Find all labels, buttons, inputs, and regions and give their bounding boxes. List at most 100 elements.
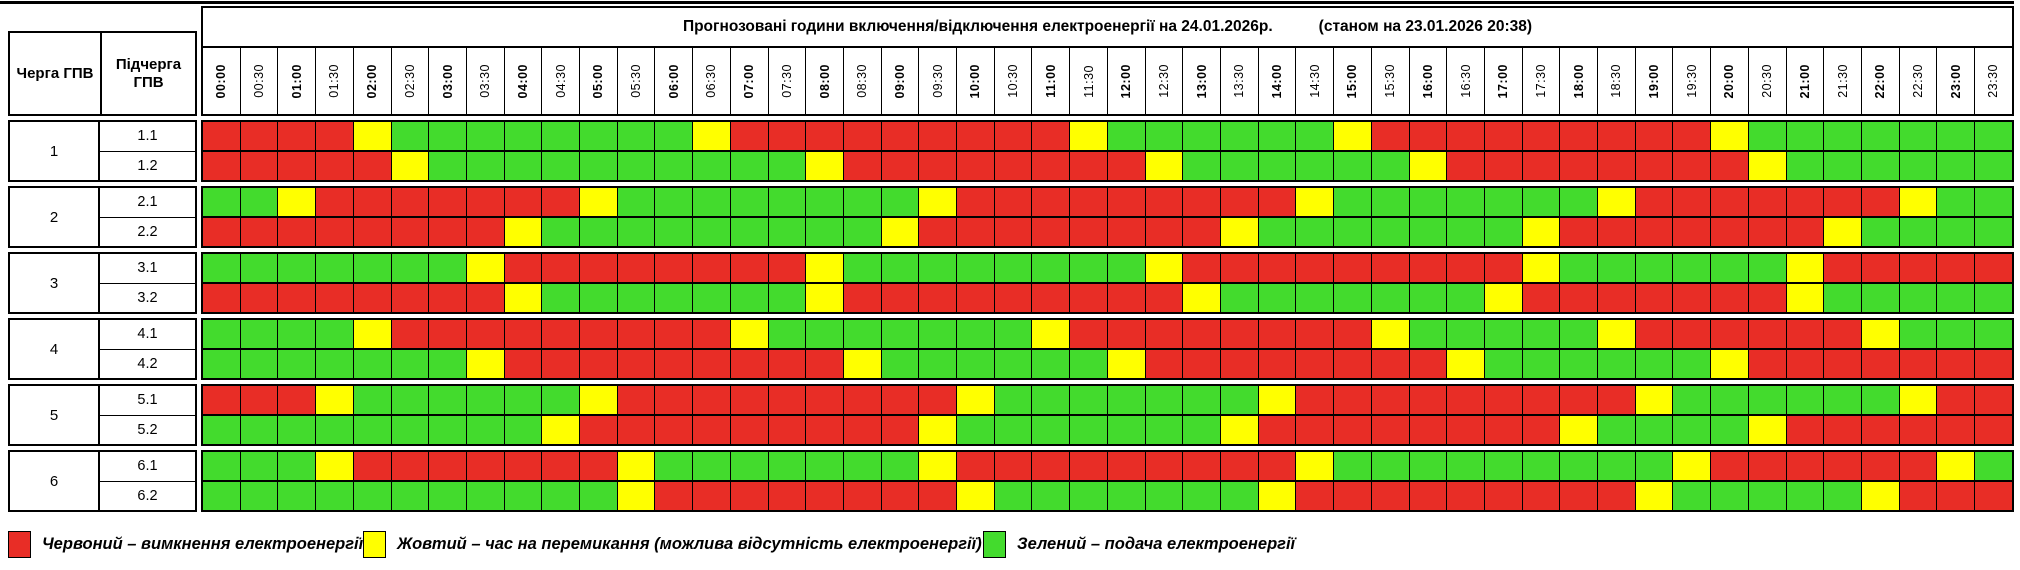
- group-label-block: 3 3.1 3.2: [8, 252, 197, 314]
- schedule-cell-6.1-10:30: [994, 452, 1033, 480]
- schedule-cell-3.1-22:00: [1861, 254, 1900, 282]
- time-cell-0630: 06:30: [693, 48, 731, 114]
- schedule-cell-1.1-20:30: [1748, 122, 1787, 150]
- schedule-cell-5.1-10:30: [994, 386, 1033, 414]
- schedule-group-2: 2 2.1 2.2: [8, 186, 2014, 248]
- time-label: 18:00: [1571, 63, 1586, 99]
- schedule-cell-6.2-22:30: [1899, 482, 1938, 510]
- schedule-cell-2.1-14:00: [1258, 188, 1297, 216]
- schedule-cell-5.1-15:00: [1334, 386, 1372, 414]
- schedule-cell-2.2-21:00: [1786, 218, 1825, 246]
- time-label: 03:00: [440, 63, 455, 99]
- schedule-cell-2.1-22:00: [1861, 188, 1900, 216]
- schedule-cell-5.1-22:30: [1899, 386, 1938, 414]
- schedule-cell-1.2-16:30: [1447, 152, 1485, 180]
- schedule-cell-2.1-07:00: [730, 188, 769, 216]
- schedule-cell-1.2-19:00: [1635, 152, 1674, 180]
- schedule-cell-5.1-00:00: [203, 386, 241, 414]
- schedule-cell-6.1-07:00: [730, 452, 769, 480]
- schedule-cell-2.2-08:00: [806, 218, 844, 246]
- schedule-cell-6.2-11:30: [1070, 482, 1108, 510]
- schedule-cell-2.2-09:30: [919, 218, 958, 246]
- schedule-cell-6.1-14:00: [1258, 452, 1297, 480]
- schedule-cell-5.2-20:00: [1711, 416, 1749, 444]
- schedule-cell-2.2-15:30: [1371, 218, 1410, 246]
- schedule-cell-1.1-05:30: [617, 122, 656, 150]
- schedule-cell-2.2-13:00: [1183, 218, 1221, 246]
- schedule-cell-2.2-22:00: [1861, 218, 1900, 246]
- schedule-cell-5.2-10:30: [994, 416, 1033, 444]
- schedule-cell-3.2-07:30: [768, 284, 807, 312]
- schedule-cell-2.2-19:30: [1673, 218, 1712, 246]
- schedule-row-6.2: [203, 482, 2012, 510]
- schedule-cell-4.2-11:30: [1070, 350, 1108, 378]
- schedule-cell-1.2-04:30: [542, 152, 581, 180]
- schedule-cell-3.1-07:00: [730, 254, 769, 282]
- schedule-cell-6.2-05:30: [617, 482, 656, 510]
- schedule-cell-6.1-17:00: [1484, 452, 1523, 480]
- schedule-cell-3.1-06:30: [693, 254, 731, 282]
- schedule-cell-1.1-15:00: [1334, 122, 1372, 150]
- schedule-cell-5.2-18:30: [1598, 416, 1636, 444]
- schedule-cell-4.1-07:30: [768, 320, 807, 348]
- schedule-cell-6.1-02:00: [353, 452, 392, 480]
- schedule-cell-5.2-11:00: [1032, 416, 1071, 444]
- schedule-row-4.1: [203, 320, 2012, 350]
- schedule-cell-1.2-13:30: [1220, 152, 1259, 180]
- schedule-cell-1.1-05:00: [580, 122, 618, 150]
- schedule-cell-1.1-14:30: [1296, 122, 1335, 150]
- schedule-cell-5.2-09:30: [919, 416, 958, 444]
- schedule-cell-1.1-00:30: [240, 122, 279, 150]
- schedule-row-1.1: [203, 122, 2012, 152]
- schedule-cell-5.1-05:00: [580, 386, 618, 414]
- schedule-cell-6.2-09:30: [919, 482, 958, 510]
- time-label: 08:00: [817, 63, 832, 99]
- schedule-cell-6.2-06:00: [655, 482, 694, 510]
- schedule-cell-1.2-14:30: [1296, 152, 1335, 180]
- schedule-cell-3.2-07:00: [730, 284, 769, 312]
- time-label: 10:30: [1006, 64, 1021, 98]
- schedule-cell-4.1-06:00: [655, 320, 694, 348]
- schedule-cell-3.1-21:30: [1824, 254, 1862, 282]
- schedule-cell-1.1-21:00: [1786, 122, 1825, 150]
- time-cell-1700: 17:00: [1485, 48, 1523, 114]
- schedule-cell-2.1-07:30: [768, 188, 807, 216]
- schedule-cell-6.1-05:30: [617, 452, 656, 480]
- schedule-cell-5.2-23:30: [1975, 416, 2012, 444]
- schedule-cell-2.1-19:30: [1673, 188, 1712, 216]
- schedule-cell-1.2-22:30: [1899, 152, 1938, 180]
- schedule-cell-5.1-09:00: [881, 386, 920, 414]
- group-label-block: 4 4.1 4.2: [8, 318, 197, 380]
- schedule-cell-6.1-16:30: [1447, 452, 1485, 480]
- schedule-cell-6.2-10:30: [994, 482, 1033, 510]
- schedule-cell-3.2-00:00: [203, 284, 241, 312]
- subqueue-label-3.1: 3.1: [100, 254, 195, 284]
- schedule-cell-5.1-07:00: [730, 386, 769, 414]
- schedule-cell-6.1-13:00: [1183, 452, 1221, 480]
- time-cell-1230: 12:30: [1146, 48, 1184, 114]
- schedule-cell-3.1-18:00: [1560, 254, 1599, 282]
- schedule-cell-5.1-00:30: [240, 386, 279, 414]
- schedule-cell-4.2-07:00: [730, 350, 769, 378]
- time-label: 14:30: [1307, 64, 1322, 98]
- schedule-cell-1.2-01:30: [316, 152, 354, 180]
- schedule-cell-3.2-04:30: [542, 284, 581, 312]
- schedule-cell-3.2-18:00: [1560, 284, 1599, 312]
- time-cell-0300: 03:00: [429, 48, 467, 114]
- schedule-cell-5.2-19:00: [1635, 416, 1674, 444]
- schedule-cell-1.2-16:00: [1409, 152, 1448, 180]
- time-label: 16:00: [1420, 63, 1435, 99]
- schedule-cell-5.1-23:00: [1937, 386, 1976, 414]
- subqueue-labels: 6.1 6.2: [100, 452, 195, 510]
- schedule-cell-3.1-22:30: [1899, 254, 1938, 282]
- schedule-cell-1.1-10:00: [957, 122, 995, 150]
- schedule-cell-4.1-10:00: [957, 320, 995, 348]
- schedule-cell-4.1-17:30: [1522, 320, 1561, 348]
- schedule-cell-4.2-22:00: [1861, 350, 1900, 378]
- time-cell-1800: 18:00: [1560, 48, 1599, 114]
- schedule-cell-4.1-21:00: [1786, 320, 1825, 348]
- schedule-cell-4.1-22:30: [1899, 320, 1938, 348]
- schedule-cell-1.2-00:30: [240, 152, 279, 180]
- schedule-cell-2.1-21:00: [1786, 188, 1825, 216]
- schedule-cell-1.2-21:00: [1786, 152, 1825, 180]
